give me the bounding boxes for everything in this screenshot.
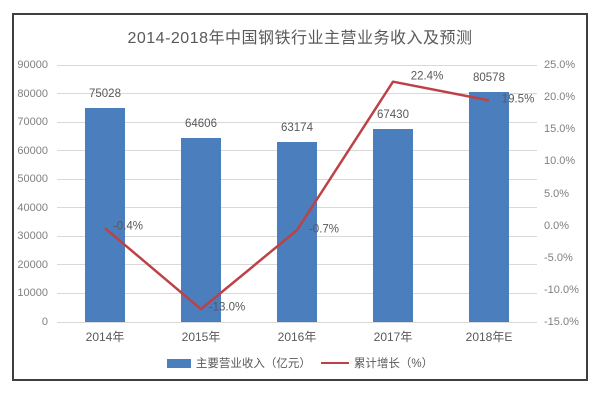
gridline bbox=[57, 121, 537, 123]
right-axis-tick-label: -10.0% bbox=[544, 283, 579, 296]
right-axis-tick-label: 15.0% bbox=[544, 123, 576, 136]
left-axis-tick-label: 40000 bbox=[17, 201, 48, 214]
revenue-bar bbox=[181, 137, 221, 322]
right-axis-tick-label: 25.0% bbox=[544, 59, 576, 71]
revenue-bar bbox=[373, 129, 413, 322]
left-axis-tick-label: 50000 bbox=[17, 173, 48, 186]
revenue-bar bbox=[277, 141, 317, 322]
x-axis-category-label: 2018年E bbox=[465, 330, 513, 344]
x-axis-category-label: 2016年 bbox=[277, 330, 317, 344]
legend-label-revenue: 主要营业收入（亿元） bbox=[195, 358, 311, 370]
right-axis-tick-label: 5.0% bbox=[544, 187, 570, 200]
line-value-label: -13.0% bbox=[208, 301, 246, 314]
right-axis-tick-label: -15.0% bbox=[544, 316, 579, 328]
growth-line bbox=[104, 80, 490, 311]
right-axis-tick-label: 0.0% bbox=[544, 219, 570, 232]
line-value-label: 19.5% bbox=[501, 93, 535, 106]
left-axis-tick-label: 20000 bbox=[17, 258, 48, 271]
bar-value-label: 67430 bbox=[377, 109, 409, 122]
left-axis-tick-label: 80000 bbox=[17, 87, 48, 100]
x-axis-category-label: 2014年 bbox=[85, 330, 125, 344]
gridline bbox=[57, 93, 537, 95]
left-axis-tick-label: 90000 bbox=[17, 59, 48, 71]
left-axis-tick-label: 10000 bbox=[17, 287, 48, 300]
right-axis-tick-label: -5.0% bbox=[544, 251, 573, 264]
chart-title: 2014-2018年中国钢铁行业主营业务收入及预测 bbox=[127, 30, 473, 47]
growth-line-swatch-icon bbox=[320, 361, 349, 365]
left-axis-tick-label: 30000 bbox=[17, 230, 48, 243]
bar-value-label: 64606 bbox=[185, 117, 217, 130]
revenue-bar bbox=[85, 107, 125, 322]
right-axis-tick-label: 10.0% bbox=[544, 155, 576, 168]
x-axis-category-label: 2015年 bbox=[181, 330, 221, 344]
line-value-label: 22.4% bbox=[410, 70, 444, 83]
bar-value-label: 63174 bbox=[281, 121, 313, 134]
left-axis-tick-label: 70000 bbox=[17, 116, 48, 129]
left-axis-tick-label: 0 bbox=[41, 316, 48, 328]
x-axis-category-label: 2017年 bbox=[373, 330, 413, 344]
left-axis-tick-label: 60000 bbox=[17, 144, 48, 157]
legend-item-revenue: 主要营业收入（亿元） bbox=[166, 355, 311, 371]
bar-value-label: 80578 bbox=[473, 71, 505, 84]
gridline bbox=[57, 64, 537, 66]
bar-value-label: 75028 bbox=[89, 87, 121, 100]
line-value-label: -0.7% bbox=[308, 223, 340, 236]
right-axis-tick-label: 20.0% bbox=[544, 91, 576, 104]
revenue-bar-swatch-icon bbox=[166, 358, 191, 368]
legend: 主要营业收入（亿元） 累计增长（%） bbox=[12, 354, 588, 372]
legend-item-growth: 累计增长（%） bbox=[320, 355, 434, 371]
legend-label-growth: 累计增长（%） bbox=[353, 358, 434, 370]
revenue-bar bbox=[469, 91, 509, 322]
gridline bbox=[57, 321, 537, 323]
line-value-label: -0.4% bbox=[112, 220, 144, 233]
